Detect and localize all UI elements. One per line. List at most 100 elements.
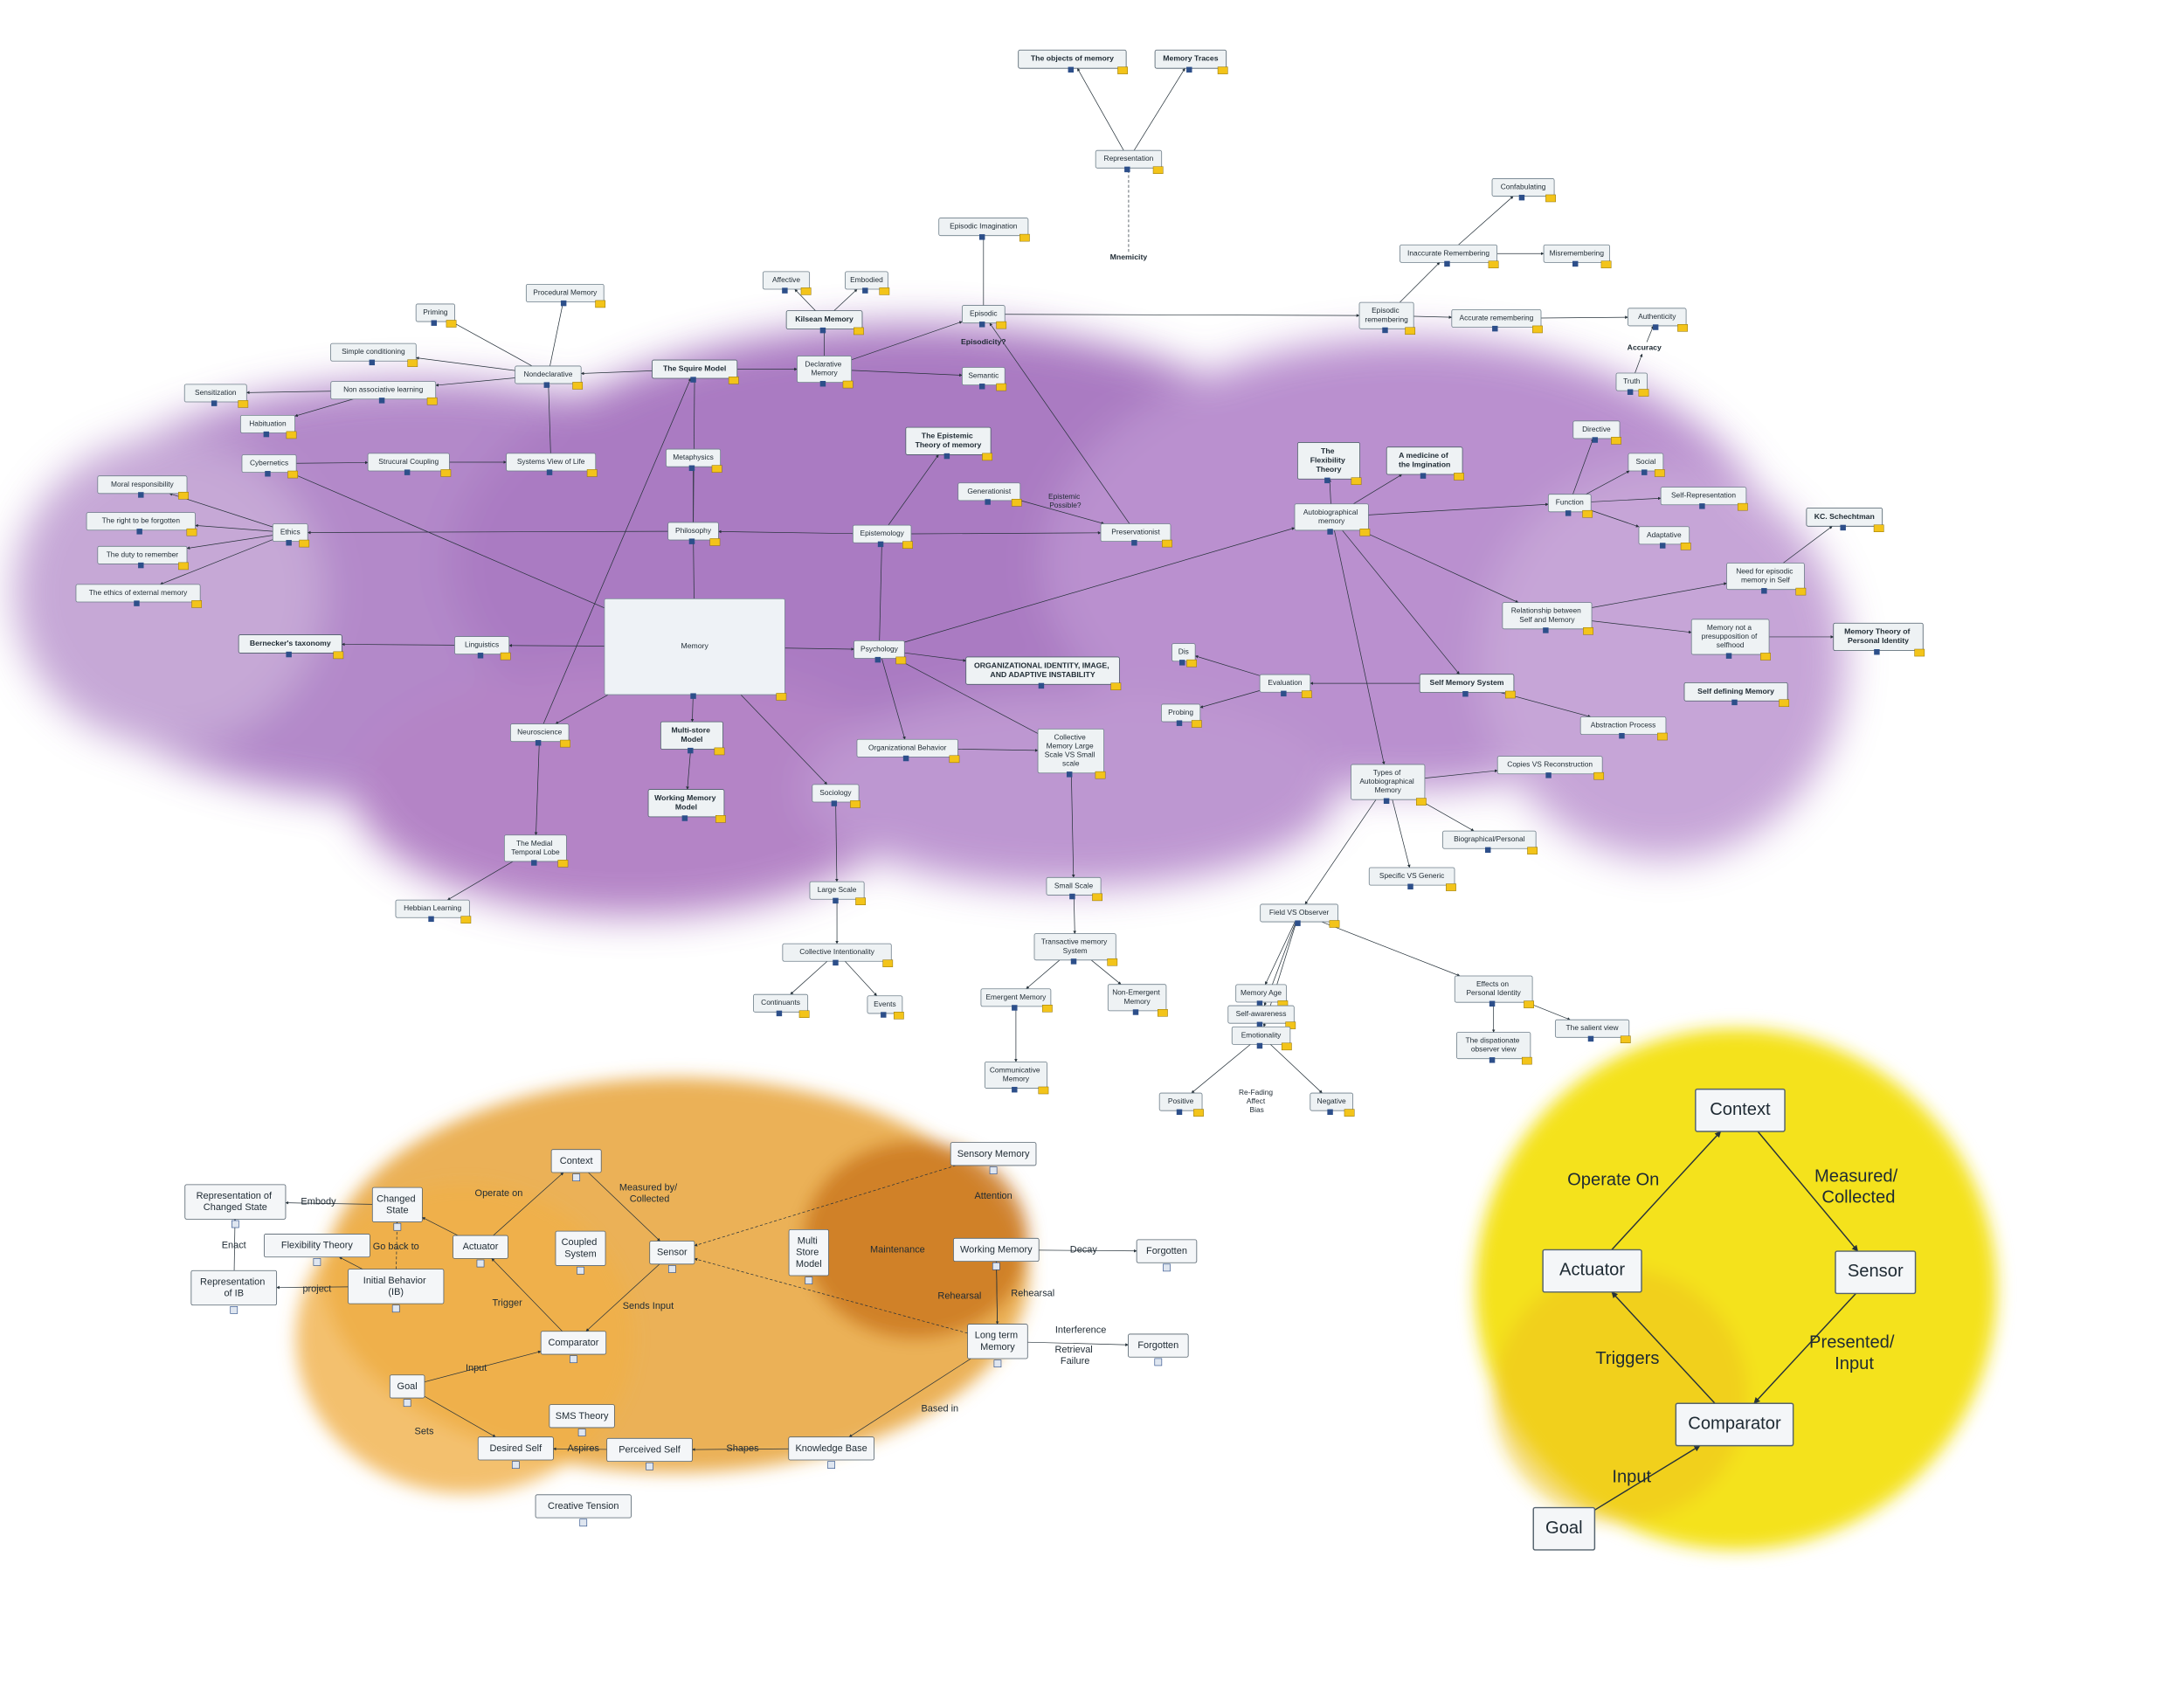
connection: [338, 1256, 363, 1269]
node-icon: [572, 382, 584, 390]
node-icon: [1186, 659, 1198, 668]
node: Sensor: [649, 1241, 695, 1273]
node-icon: [1737, 502, 1748, 511]
node-icon: [1660, 543, 1666, 549]
node-icon: [1011, 499, 1022, 507]
connection: [1646, 325, 1655, 342]
node: Dis: [1171, 643, 1198, 668]
connection: [245, 391, 331, 395]
node-label: Episodic remembering: [1365, 306, 1408, 323]
node-label: Sensor: [657, 1248, 688, 1258]
node-label: Preservationist: [1111, 528, 1160, 536]
node-icon: [1186, 66, 1192, 73]
node: Semantic: [961, 367, 1007, 391]
connection: [1635, 353, 1643, 374]
node-label: Confabulating: [1501, 183, 1546, 191]
node-label: Self Memory System: [1430, 678, 1504, 687]
node-icon: [1176, 1109, 1183, 1116]
connection: [160, 539, 273, 585]
node-icon: [1351, 477, 1362, 485]
node: Episodic remembering: [1358, 301, 1416, 336]
node: Abstraction Process: [1579, 716, 1668, 741]
node-icon: [1092, 893, 1102, 902]
node-icon: [1070, 958, 1077, 965]
node-icon: [1532, 325, 1543, 334]
node-icon: [800, 287, 812, 295]
node: Small Scale: [1046, 876, 1102, 902]
node-icon: [378, 398, 385, 404]
node-label: Procedural Memory: [533, 288, 598, 297]
node: A medicine of the Imgination: [1386, 446, 1464, 481]
node: Kilsean Memory: [785, 310, 864, 336]
node-icon: [1069, 893, 1075, 900]
node-icon: [511, 1461, 520, 1470]
node: Goal: [389, 1374, 425, 1408]
link-label: Measured/ Collected: [1814, 1167, 1903, 1207]
link-label: Epistemic Possible?: [1048, 492, 1082, 509]
edges: [160, 67, 1859, 1511]
connection: [543, 377, 692, 724]
node-icon: [1657, 732, 1668, 741]
connection: [1586, 470, 1630, 495]
node: ORGANIZATIONAL IDENTITY, IMAGE, AND ADAP…: [965, 656, 1122, 691]
node-label: Priming: [423, 308, 448, 316]
connection: [690, 695, 695, 723]
node-label: Organizational Behavior: [868, 744, 947, 752]
node: Confabulating: [1491, 178, 1556, 203]
connection: [1321, 921, 1461, 977]
connection: [833, 288, 858, 311]
node: Organizational Behavior: [856, 738, 960, 764]
connection: [718, 529, 854, 535]
node: Representation: [1095, 149, 1164, 174]
connection: [851, 321, 963, 361]
node: Directive: [1572, 420, 1621, 445]
node-label: Biographical/Personal: [1454, 834, 1525, 843]
node-icon: [1521, 1056, 1532, 1065]
node: The right to be forgotten: [86, 512, 197, 536]
connection: [1027, 1341, 1129, 1346]
node-icon: [782, 287, 788, 294]
node-icon: [690, 693, 696, 699]
node-icon: [985, 499, 991, 505]
node-icon: [572, 1173, 581, 1182]
node-icon: [728, 377, 739, 384]
node: Preservationist: [1100, 523, 1172, 548]
node-label: The Medial Temporal Lobe: [511, 839, 560, 856]
node-box: [535, 1494, 632, 1519]
node-label: Specific VS Generic: [1379, 871, 1444, 880]
node-label: Emotionality: [1241, 1031, 1282, 1040]
node-icon: [476, 1259, 485, 1268]
purple-splash: [352, 661, 916, 917]
node: The salient view: [1554, 1019, 1631, 1044]
node-icon: [1301, 690, 1312, 698]
node-icon: [134, 600, 140, 606]
node: Multi Store Model: [788, 1228, 829, 1284]
link-labels: Mnemicity Episodicity? Accuracy Epistemic P…: [222, 253, 1903, 1487]
node-icon: [798, 1010, 810, 1018]
connection: [1413, 315, 1453, 319]
node: The Epistemic Theory of memory: [905, 426, 992, 461]
connection: [904, 652, 967, 662]
node-label: Moral responsibility: [111, 480, 174, 488]
node-box: [1136, 1239, 1198, 1263]
node: Memory Age: [1235, 984, 1289, 1008]
connection: [790, 960, 828, 995]
node-label: Neuroscience: [517, 728, 563, 737]
node-icon: [1012, 1005, 1018, 1011]
node-icon: [460, 916, 472, 924]
node-icon: [1582, 509, 1593, 518]
node: Linguistics: [454, 636, 511, 661]
node-icon: [1329, 920, 1340, 928]
connection: [888, 454, 939, 526]
node-label: Positive: [1168, 1097, 1194, 1105]
node-icon: [831, 800, 838, 806]
connection: [424, 1350, 542, 1383]
node-icon: [1163, 1263, 1171, 1272]
node-icon: [1543, 627, 1549, 633]
connection: [508, 644, 605, 647]
node: Declarative Memory: [797, 356, 854, 389]
node-icon: [230, 1306, 238, 1314]
node-icon: [993, 1359, 1002, 1368]
node-label: Field VS Observer: [1269, 908, 1330, 917]
node: Procedural Memory: [525, 283, 606, 308]
